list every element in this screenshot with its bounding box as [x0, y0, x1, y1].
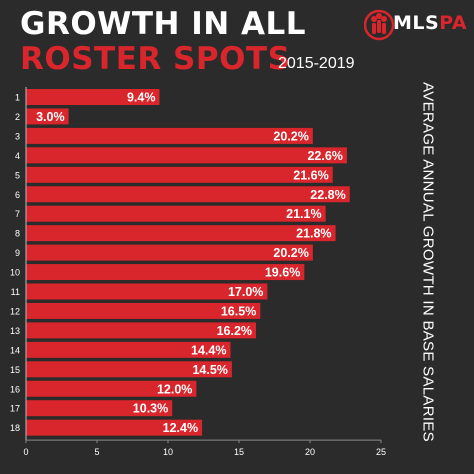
- logo-text-suffix: PA: [439, 12, 468, 34]
- logo-text-prefix: MLS: [393, 12, 440, 34]
- bar-value-label: 20.2%: [273, 129, 308, 143]
- bar: [26, 264, 305, 281]
- bar-value-label: 12.4%: [163, 421, 198, 435]
- bar-value-label: 19.6%: [265, 266, 300, 280]
- bar: [26, 283, 268, 300]
- bar-value-label: 12.0%: [157, 382, 192, 396]
- bar: [26, 244, 313, 261]
- bar: [26, 361, 232, 378]
- x-tick-label: 15: [234, 447, 244, 457]
- x-tick-label: 20: [305, 447, 315, 457]
- bar: [26, 302, 261, 319]
- y-tick-label: 15: [10, 365, 20, 375]
- bar-value-label: 9.4%: [127, 91, 156, 105]
- bar-value-label: 21.8%: [296, 227, 331, 241]
- bar-value-label: 14.5%: [192, 363, 227, 377]
- y-tick-label: 16: [10, 384, 20, 394]
- x-tick-label: 0: [23, 447, 28, 457]
- y-tick-label: 10: [10, 268, 20, 278]
- bar-value-label: 3.0%: [36, 110, 65, 124]
- bar: [26, 400, 173, 417]
- bar: [26, 147, 347, 164]
- bar: [26, 205, 326, 222]
- y-tick-label: 6: [15, 190, 20, 200]
- bar-value-label: 20.2%: [273, 246, 308, 260]
- y-tick-label: 12: [10, 306, 20, 316]
- bar-value-label: 21.6%: [293, 168, 328, 182]
- y-tick-label: 2: [15, 112, 20, 122]
- y-tick-label: 1: [15, 93, 20, 103]
- y-tick-label: 8: [15, 229, 20, 239]
- x-tick-label: 5: [94, 447, 99, 457]
- chart-subtitle: 2015-2019: [278, 55, 355, 72]
- chart-title-line2: ROSTER SPOTS: [20, 41, 291, 77]
- bar: [26, 127, 313, 144]
- y-tick-label: 4: [15, 151, 20, 161]
- bar: [26, 108, 69, 125]
- bar-value-label: 21.1%: [286, 207, 321, 221]
- bar-value-label: 22.8%: [310, 188, 345, 202]
- bar: [26, 341, 231, 358]
- y-tick-label: 9: [15, 248, 20, 258]
- bar-value-label: 16.5%: [221, 304, 256, 318]
- bar: [26, 322, 257, 339]
- x-tick-label: 25: [376, 447, 386, 457]
- y-tick-label: 18: [10, 423, 20, 433]
- y-tick-label: 17: [10, 404, 20, 414]
- bar: [26, 166, 333, 183]
- y-tick-label: 5: [15, 170, 20, 180]
- bar: [26, 89, 160, 105]
- bar: [26, 380, 197, 397]
- y-tick-label: 14: [10, 345, 20, 355]
- bar: [26, 186, 350, 203]
- mlspa-logo-icon: [364, 9, 395, 41]
- bar-value-label: 17.0%: [228, 285, 263, 299]
- x-tick-label: 10: [163, 447, 173, 457]
- y-tick-label: 7: [15, 209, 20, 219]
- bar-value-label: 10.3%: [133, 402, 168, 416]
- y-tick-label: 13: [10, 326, 20, 336]
- bar-value-label: 16.2%: [217, 324, 252, 338]
- bar-value-label: 14.4%: [191, 343, 226, 357]
- logo-text: MLSPA: [393, 12, 467, 34]
- bar: [26, 225, 336, 242]
- chart-title-line1: GROWTH IN ALL: [20, 6, 307, 42]
- y-tick-label: 3: [15, 131, 20, 141]
- bar-value-label: 22.6%: [307, 149, 342, 163]
- bar: [26, 419, 203, 436]
- y-tick-label: 11: [11, 287, 20, 297]
